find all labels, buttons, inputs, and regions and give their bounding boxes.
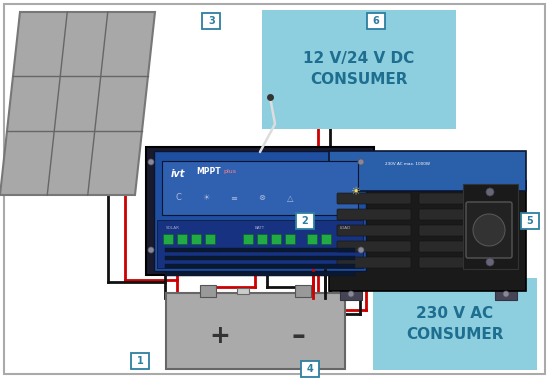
Text: 6: 6	[373, 16, 379, 26]
FancyBboxPatch shape	[131, 353, 149, 369]
Text: ivt: ivt	[171, 169, 186, 179]
Bar	[295, 285, 311, 297]
FancyBboxPatch shape	[419, 241, 493, 252]
FancyBboxPatch shape	[337, 257, 411, 268]
Text: 4: 4	[307, 364, 313, 373]
FancyBboxPatch shape	[203, 13, 220, 29]
Circle shape	[473, 214, 505, 246]
FancyBboxPatch shape	[419, 209, 493, 220]
Circle shape	[503, 291, 509, 297]
Bar	[200, 285, 216, 297]
Circle shape	[358, 159, 364, 165]
Bar	[463, 184, 518, 269]
Text: △: △	[287, 194, 293, 203]
Bar	[340, 286, 362, 300]
Circle shape	[148, 159, 154, 165]
FancyBboxPatch shape	[337, 241, 411, 252]
Text: ⊗: ⊗	[259, 194, 266, 203]
FancyBboxPatch shape	[466, 202, 512, 258]
Text: plus: plus	[223, 169, 236, 174]
Text: –: –	[291, 322, 305, 350]
Text: ≡: ≡	[231, 194, 238, 203]
Bar	[165, 248, 355, 252]
Bar	[243, 234, 253, 244]
FancyBboxPatch shape	[337, 225, 411, 236]
Text: 230V AC max. 1000W: 230V AC max. 1000W	[385, 162, 430, 166]
Bar	[271, 234, 281, 244]
Text: 230 V AC
CONSUMER: 230 V AC CONSUMER	[406, 306, 504, 342]
FancyBboxPatch shape	[367, 13, 385, 29]
FancyBboxPatch shape	[262, 10, 456, 129]
Circle shape	[486, 258, 494, 266]
FancyBboxPatch shape	[419, 193, 493, 204]
FancyBboxPatch shape	[301, 361, 319, 376]
FancyBboxPatch shape	[329, 181, 526, 291]
Text: ☀: ☀	[350, 187, 360, 197]
Text: 5: 5	[526, 216, 533, 226]
Bar	[163, 234, 173, 244]
Bar	[165, 272, 355, 276]
FancyBboxPatch shape	[296, 213, 313, 229]
Bar	[237, 288, 249, 294]
FancyBboxPatch shape	[154, 151, 366, 271]
Bar	[165, 256, 355, 260]
Text: 2: 2	[301, 216, 308, 226]
FancyBboxPatch shape	[337, 193, 411, 204]
Text: SOLAR: SOLAR	[166, 226, 180, 230]
Text: MPPT: MPPT	[196, 167, 221, 177]
FancyBboxPatch shape	[521, 213, 539, 229]
FancyBboxPatch shape	[419, 225, 493, 236]
Text: 1: 1	[137, 356, 143, 366]
Text: 3: 3	[208, 16, 215, 26]
FancyBboxPatch shape	[329, 151, 526, 191]
FancyBboxPatch shape	[337, 209, 411, 220]
Bar	[205, 234, 215, 244]
Text: 12 V/24 V DC
CONSUMER: 12 V/24 V DC CONSUMER	[304, 51, 414, 87]
Bar	[157, 220, 363, 268]
Bar	[495, 286, 517, 300]
Bar	[191, 234, 201, 244]
Text: BATT: BATT	[255, 226, 265, 230]
Bar	[165, 264, 355, 268]
Text: LOAD: LOAD	[339, 226, 351, 230]
FancyBboxPatch shape	[419, 257, 493, 268]
Text: +: +	[210, 324, 231, 348]
Bar	[177, 234, 187, 244]
FancyBboxPatch shape	[146, 147, 374, 275]
Circle shape	[358, 247, 364, 253]
FancyBboxPatch shape	[166, 293, 345, 369]
Circle shape	[486, 188, 494, 196]
Bar	[307, 234, 317, 244]
Circle shape	[148, 247, 154, 253]
FancyBboxPatch shape	[162, 161, 358, 215]
Text: C: C	[175, 194, 181, 203]
FancyBboxPatch shape	[373, 278, 537, 370]
Text: ☀: ☀	[202, 194, 210, 203]
Bar	[285, 234, 295, 244]
Bar	[257, 234, 267, 244]
Bar	[321, 234, 331, 244]
Circle shape	[348, 291, 354, 297]
Polygon shape	[0, 12, 155, 195]
